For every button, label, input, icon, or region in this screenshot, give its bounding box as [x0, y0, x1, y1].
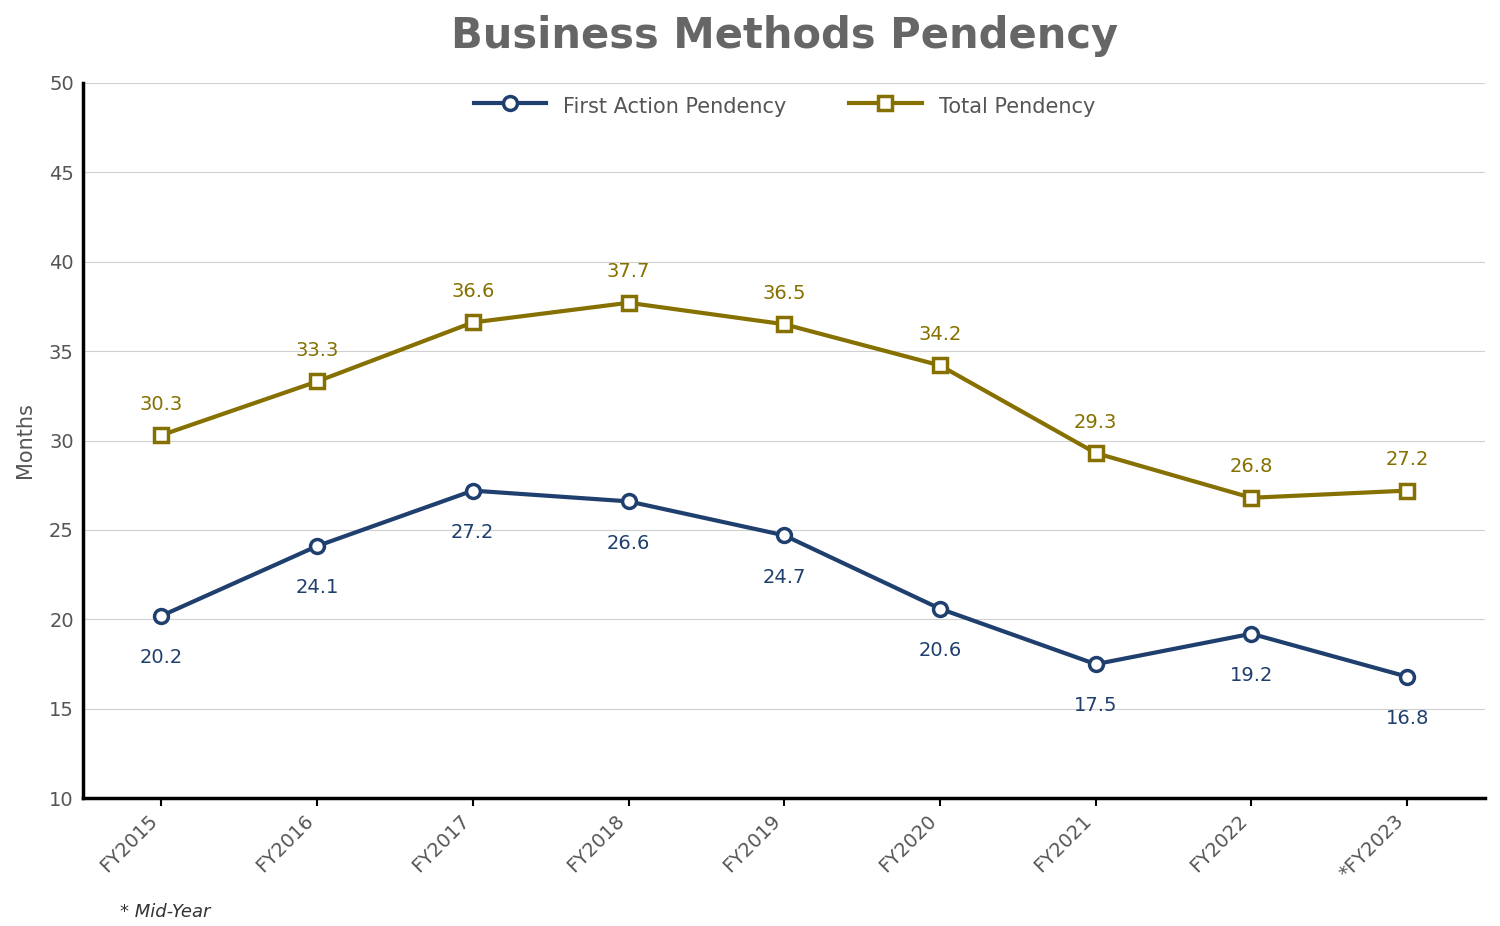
Text: 17.5: 17.5	[1074, 696, 1118, 716]
Y-axis label: Months: Months	[15, 403, 34, 479]
Text: 24.1: 24.1	[296, 579, 339, 597]
Total Pendency	[620, 297, 638, 308]
Text: 36.5: 36.5	[762, 283, 806, 303]
Text: 20.2: 20.2	[140, 648, 183, 667]
Title: Business Methods Pendency: Business Methods Pendency	[450, 15, 1118, 57]
Total Pendency	[1398, 485, 1416, 496]
Total Pendency	[932, 360, 950, 371]
Text: * Mid-Year: * Mid-Year	[120, 903, 210, 920]
Text: 24.7: 24.7	[762, 568, 806, 586]
Total Pendency	[308, 376, 326, 387]
Text: 16.8: 16.8	[1386, 709, 1429, 728]
First Action Pendency	[464, 485, 482, 496]
Text: 20.6: 20.6	[918, 641, 962, 660]
First Action Pendency	[308, 541, 326, 552]
Total Pendency	[464, 317, 482, 328]
Text: 26.6: 26.6	[608, 533, 650, 553]
First Action Pendency	[153, 610, 171, 621]
Text: 36.6: 36.6	[452, 282, 495, 301]
Total Pendency	[776, 319, 794, 330]
Text: 19.2: 19.2	[1230, 666, 1274, 685]
First Action Pendency	[1086, 658, 1104, 669]
Line: First Action Pendency: First Action Pendency	[154, 483, 1414, 683]
Line: Total Pendency: Total Pendency	[154, 295, 1414, 505]
Total Pendency	[153, 430, 171, 441]
Legend: First Action Pendency, Total Pendency: First Action Pendency, Total Pendency	[474, 94, 1095, 119]
First Action Pendency	[620, 495, 638, 507]
First Action Pendency	[932, 603, 950, 614]
Text: 34.2: 34.2	[918, 325, 962, 344]
Text: 33.3: 33.3	[296, 341, 339, 360]
First Action Pendency	[1242, 628, 1260, 639]
Total Pendency	[1086, 447, 1104, 458]
Text: 29.3: 29.3	[1074, 413, 1118, 432]
Total Pendency	[1242, 493, 1260, 504]
Text: 30.3: 30.3	[140, 394, 183, 414]
First Action Pendency	[776, 530, 794, 541]
Text: 27.2: 27.2	[1386, 450, 1429, 469]
Text: 37.7: 37.7	[608, 262, 650, 282]
Text: 27.2: 27.2	[452, 523, 495, 542]
First Action Pendency	[1398, 671, 1416, 682]
Text: 26.8: 26.8	[1230, 457, 1274, 476]
